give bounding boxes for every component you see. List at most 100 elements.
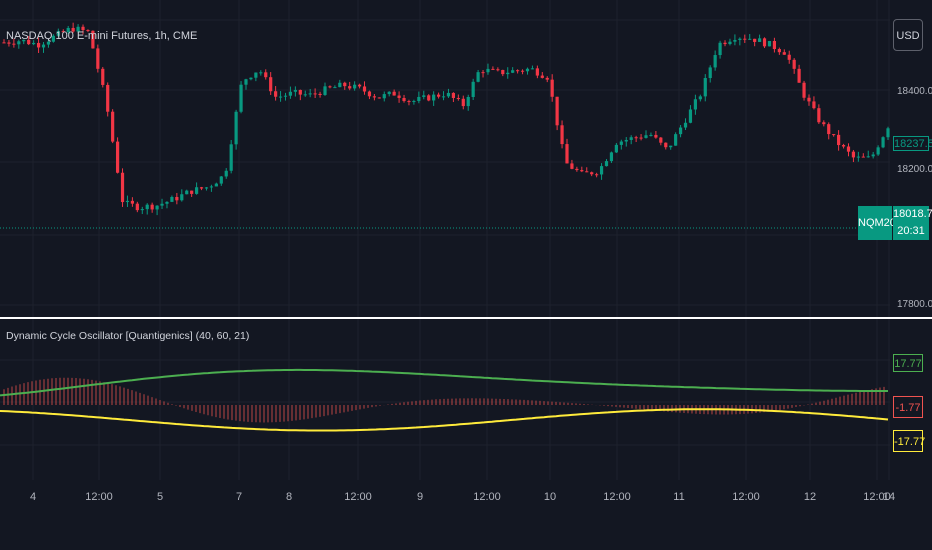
candle-body[interactable] bbox=[624, 139, 628, 142]
candle-body[interactable] bbox=[486, 68, 490, 73]
candle-body[interactable] bbox=[81, 26, 85, 31]
candle-body[interactable] bbox=[17, 41, 21, 45]
candlestick-series[interactable] bbox=[2, 22, 890, 216]
candle-body[interactable] bbox=[27, 39, 31, 45]
candle-body[interactable] bbox=[323, 86, 327, 95]
candle-body[interactable] bbox=[698, 96, 702, 100]
candle-body[interactable] bbox=[199, 187, 204, 189]
candle-body[interactable] bbox=[481, 72, 485, 74]
candle-body[interactable] bbox=[762, 38, 767, 47]
candle-body[interactable] bbox=[837, 134, 841, 146]
candle-body[interactable] bbox=[274, 91, 278, 97]
candle-body[interactable] bbox=[772, 41, 777, 50]
candle-body[interactable] bbox=[303, 94, 307, 96]
candle-body[interactable] bbox=[876, 147, 880, 155]
osc-upper-line[interactable] bbox=[0, 368, 888, 397]
candle-body[interactable] bbox=[76, 26, 80, 32]
candle-body[interactable] bbox=[545, 77, 549, 80]
candle-body[interactable] bbox=[219, 176, 223, 184]
candle-body[interactable] bbox=[283, 95, 288, 97]
candle-body[interactable] bbox=[343, 82, 347, 87]
candle-body[interactable] bbox=[585, 171, 589, 173]
candle-body[interactable] bbox=[723, 42, 727, 45]
candle-body[interactable] bbox=[861, 156, 865, 158]
time-axis[interactable]: 4 12:00 5 7 8 12:00 9 12:00 10 12:00 11 12:00 12 12:0… bbox=[30, 491, 895, 503]
candle-body[interactable] bbox=[595, 174, 599, 176]
candle-body[interactable] bbox=[708, 67, 712, 79]
candle-body[interactable] bbox=[22, 39, 26, 42]
candle-body[interactable] bbox=[66, 27, 70, 32]
candle-body[interactable] bbox=[664, 142, 668, 148]
candle-body[interactable] bbox=[348, 86, 352, 89]
candle-body[interactable] bbox=[41, 44, 46, 48]
candle-body[interactable] bbox=[688, 109, 693, 123]
candle-body[interactable] bbox=[436, 94, 441, 97]
candle-body[interactable] bbox=[204, 187, 209, 189]
candle-body[interactable] bbox=[530, 68, 535, 70]
candle-body[interactable] bbox=[506, 72, 510, 75]
candle-body[interactable] bbox=[807, 97, 811, 102]
candle-body[interactable] bbox=[362, 86, 367, 92]
candle-body[interactable] bbox=[580, 170, 584, 172]
candle-body[interactable] bbox=[353, 84, 357, 89]
candle-body[interactable] bbox=[516, 70, 520, 72]
candle-body[interactable] bbox=[140, 209, 144, 211]
candle-body[interactable] bbox=[871, 154, 875, 157]
candle-body[interactable] bbox=[382, 94, 386, 99]
candle-body[interactable] bbox=[214, 183, 218, 187]
candle-body[interactable] bbox=[604, 161, 609, 167]
candle-body[interactable] bbox=[432, 94, 436, 101]
candle-body[interactable] bbox=[743, 38, 747, 40]
candle-body[interactable] bbox=[565, 144, 569, 164]
candle-body[interactable] bbox=[427, 95, 431, 101]
candle-body[interactable] bbox=[12, 43, 16, 45]
candle-body[interactable] bbox=[728, 41, 732, 45]
candle-body[interactable] bbox=[659, 137, 663, 143]
candle-body[interactable] bbox=[674, 134, 678, 146]
candle-body[interactable] bbox=[278, 96, 283, 98]
candle-body[interactable] bbox=[797, 68, 801, 83]
candle-body[interactable] bbox=[397, 95, 401, 98]
candle-body[interactable] bbox=[155, 205, 159, 210]
candle-body[interactable] bbox=[881, 137, 885, 148]
candle-body[interactable] bbox=[511, 70, 515, 73]
candle-body[interactable] bbox=[180, 194, 184, 201]
candle-body[interactable] bbox=[866, 156, 870, 158]
candle-body[interactable] bbox=[827, 124, 831, 135]
candle-body[interactable] bbox=[7, 42, 11, 44]
candle-body[interactable] bbox=[614, 144, 618, 153]
candle-body[interactable] bbox=[264, 72, 268, 78]
candle-body[interactable] bbox=[185, 190, 189, 195]
candle-body[interactable] bbox=[254, 72, 258, 78]
candle-body[interactable] bbox=[190, 190, 194, 194]
candle-body[interactable] bbox=[234, 111, 238, 145]
candle-body[interactable] bbox=[135, 203, 139, 211]
candle-body[interactable] bbox=[787, 54, 791, 60]
candle-body[interactable] bbox=[61, 31, 65, 33]
candle-body[interactable] bbox=[86, 30, 90, 32]
candle-body[interactable] bbox=[575, 168, 579, 171]
candle-body[interactable] bbox=[782, 52, 786, 55]
candle-body[interactable] bbox=[377, 97, 381, 99]
candle-body[interactable] bbox=[550, 79, 554, 97]
candle-body[interactable] bbox=[644, 135, 648, 138]
candle-body[interactable] bbox=[846, 146, 851, 152]
candle-body[interactable] bbox=[407, 101, 411, 103]
candle-body[interactable] bbox=[520, 70, 525, 72]
candle-body[interactable] bbox=[649, 134, 653, 136]
candle-body[interactable] bbox=[753, 38, 757, 42]
candle-body[interactable] bbox=[357, 84, 362, 87]
candle-body[interactable] bbox=[639, 137, 643, 139]
candle-body[interactable] bbox=[338, 82, 342, 88]
candle-body[interactable] bbox=[412, 101, 416, 103]
candle-body[interactable] bbox=[555, 96, 559, 126]
candle-body[interactable] bbox=[619, 141, 623, 145]
candle-body[interactable] bbox=[115, 141, 120, 173]
candle-body[interactable] bbox=[96, 48, 100, 69]
candle-body[interactable] bbox=[456, 97, 460, 99]
candle-body[interactable] bbox=[308, 93, 312, 95]
candle-body[interactable] bbox=[496, 69, 500, 71]
candle-body[interactable] bbox=[422, 95, 426, 97]
candle-body[interactable] bbox=[269, 77, 273, 92]
